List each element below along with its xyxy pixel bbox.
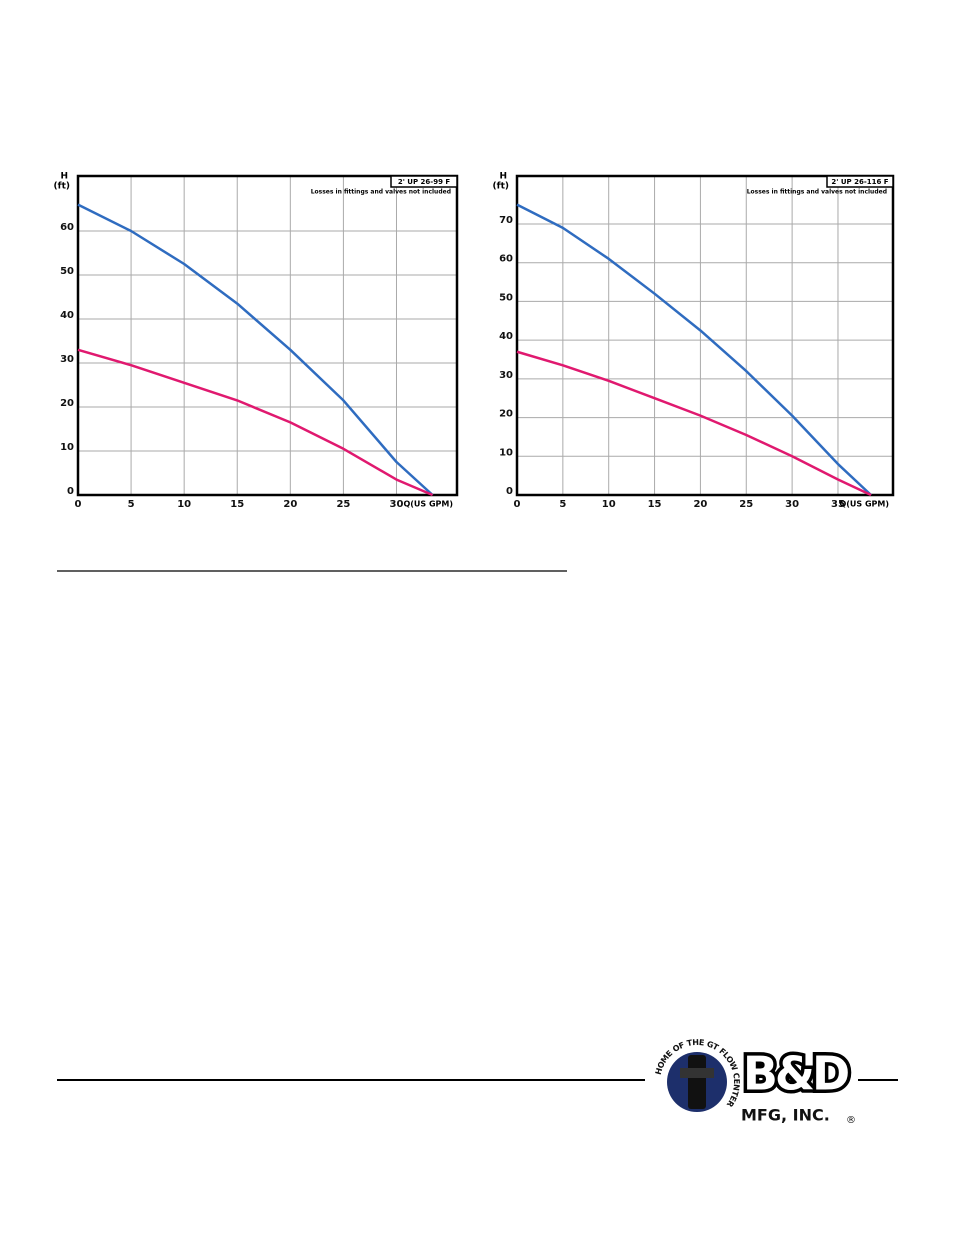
curve bbox=[77, 348, 434, 497]
y-tick-label: 30 bbox=[499, 370, 513, 381]
x-tick-label: 20 bbox=[283, 499, 297, 510]
x-tick-label: 25 bbox=[336, 499, 350, 510]
logo: HOME OF THE GT FLOW CENTER B&D MFG, INC.… bbox=[653, 1037, 856, 1126]
y-axis-unit: (ft) bbox=[54, 182, 70, 192]
y-tick-label: 40 bbox=[60, 310, 74, 321]
x-tick-label: 0 bbox=[75, 499, 82, 510]
y-tick-label: 10 bbox=[499, 447, 513, 458]
y-axis-label: H bbox=[60, 172, 68, 182]
x-tick-label: 15 bbox=[230, 499, 244, 510]
curve bbox=[77, 203, 434, 496]
x-tick-label: 35 bbox=[831, 499, 845, 510]
logo-pipe bbox=[680, 1068, 714, 1078]
y-tick-label: 70 bbox=[499, 215, 513, 226]
x-tick-label: 5 bbox=[559, 499, 566, 510]
x-tick-label: 30 bbox=[390, 499, 404, 510]
y-tick-label: 50 bbox=[499, 292, 513, 303]
logo-mark: ® bbox=[846, 1115, 856, 1126]
chart-note: Losses in fittings and valves not includ… bbox=[747, 189, 887, 196]
y-tick-label: 40 bbox=[499, 331, 513, 342]
chart-note: Losses in fittings and valves not includ… bbox=[311, 189, 451, 196]
title-box bbox=[826, 175, 894, 188]
x-tick-label: 10 bbox=[602, 499, 616, 510]
x-tick-label: 15 bbox=[648, 499, 662, 510]
plot-area bbox=[78, 176, 457, 495]
y-tick-label: 30 bbox=[60, 354, 74, 365]
x-tick-label: 5 bbox=[128, 499, 135, 510]
x-axis-label: Q(US GPM) bbox=[403, 500, 453, 509]
curve bbox=[516, 350, 872, 497]
x-axis-label: Q(US GPM) bbox=[839, 500, 889, 509]
plot-frame bbox=[515, 174, 895, 497]
y-tick-label: 0 bbox=[67, 486, 74, 497]
y-tick-label: 60 bbox=[60, 222, 74, 233]
x-tick-label: 30 bbox=[785, 499, 799, 510]
y-tick-label: 20 bbox=[499, 409, 513, 420]
y-tick-label: 60 bbox=[499, 254, 513, 265]
logo-pipe bbox=[688, 1055, 706, 1109]
chart-title: 2' UP 26-116 F bbox=[831, 178, 888, 186]
curve bbox=[516, 203, 872, 496]
chart-title: 2' UP 26-99 F bbox=[398, 178, 451, 186]
y-tick-label: 10 bbox=[60, 442, 74, 453]
x-tick-label: 0 bbox=[514, 499, 521, 510]
chart: 0 10 20 30 40 50 60 70 0 5 10 15 20 25 30 35Q(US GPM) H(… bbox=[493, 172, 895, 510]
y-tick-label: 0 bbox=[506, 486, 513, 497]
y-tick-label: 20 bbox=[60, 398, 74, 409]
y-axis-unit: (ft) bbox=[493, 182, 509, 192]
logo-name: B&D bbox=[743, 1047, 848, 1101]
plot-frame bbox=[76, 174, 459, 497]
x-tick-label: 20 bbox=[693, 499, 707, 510]
title-box bbox=[390, 175, 458, 188]
x-tick-label: 10 bbox=[177, 499, 191, 510]
x-tick-label: 25 bbox=[739, 499, 753, 510]
logo-company: MFG, INC. bbox=[741, 1106, 830, 1125]
y-tick-label: 50 bbox=[60, 266, 74, 277]
y-axis-label: H bbox=[499, 172, 507, 182]
